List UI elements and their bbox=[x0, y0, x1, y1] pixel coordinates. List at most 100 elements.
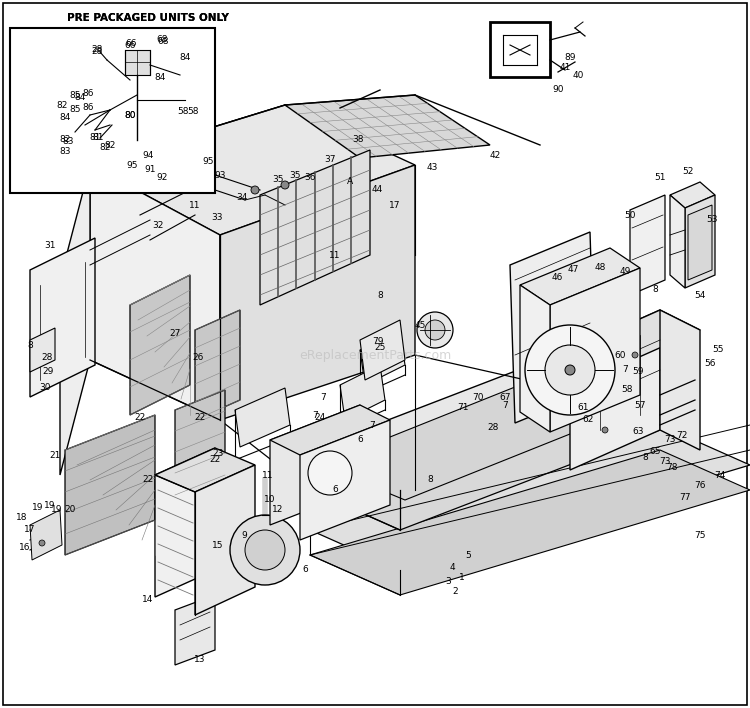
Text: 17: 17 bbox=[24, 525, 36, 535]
Text: 8: 8 bbox=[27, 341, 33, 350]
Text: 82: 82 bbox=[99, 144, 111, 152]
Polygon shape bbox=[310, 350, 660, 490]
Polygon shape bbox=[360, 320, 405, 380]
Text: 12: 12 bbox=[272, 506, 284, 515]
Text: 82: 82 bbox=[56, 101, 68, 110]
Circle shape bbox=[245, 530, 285, 570]
Polygon shape bbox=[300, 420, 390, 540]
Text: 20: 20 bbox=[64, 506, 76, 515]
Text: 68: 68 bbox=[158, 38, 169, 47]
Polygon shape bbox=[65, 415, 155, 555]
Text: 48: 48 bbox=[594, 263, 606, 273]
Text: 58: 58 bbox=[621, 385, 633, 394]
Text: 50: 50 bbox=[624, 210, 636, 219]
Circle shape bbox=[602, 357, 608, 363]
Text: 54: 54 bbox=[694, 290, 706, 299]
Text: 70: 70 bbox=[472, 394, 484, 403]
Text: 11: 11 bbox=[189, 200, 201, 210]
Text: 58: 58 bbox=[188, 108, 199, 117]
Text: 19: 19 bbox=[44, 501, 56, 510]
Text: A: A bbox=[347, 178, 353, 186]
Text: 94: 94 bbox=[142, 151, 154, 159]
Text: 43: 43 bbox=[426, 164, 438, 173]
Text: 28: 28 bbox=[488, 423, 499, 433]
Text: 7: 7 bbox=[622, 365, 628, 375]
Text: 57: 57 bbox=[634, 401, 646, 409]
Polygon shape bbox=[670, 182, 715, 208]
Polygon shape bbox=[570, 310, 700, 370]
Text: 66: 66 bbox=[124, 40, 136, 50]
Polygon shape bbox=[270, 405, 390, 455]
Text: 46: 46 bbox=[551, 273, 562, 282]
Text: 85: 85 bbox=[69, 91, 81, 100]
Text: 6: 6 bbox=[332, 486, 338, 494]
Polygon shape bbox=[60, 165, 90, 475]
Text: 56: 56 bbox=[704, 358, 716, 367]
Text: 63: 63 bbox=[632, 428, 644, 437]
Text: 14: 14 bbox=[142, 595, 154, 605]
Text: 81: 81 bbox=[89, 134, 101, 142]
Text: 34: 34 bbox=[236, 193, 248, 202]
Polygon shape bbox=[630, 195, 665, 295]
Text: 2: 2 bbox=[452, 588, 458, 597]
Text: 15: 15 bbox=[212, 540, 223, 549]
Polygon shape bbox=[155, 448, 215, 597]
Text: 10: 10 bbox=[264, 496, 276, 505]
Polygon shape bbox=[670, 195, 685, 288]
Circle shape bbox=[230, 515, 300, 585]
Text: 40: 40 bbox=[572, 71, 584, 79]
Text: 80: 80 bbox=[124, 110, 136, 120]
Text: 26: 26 bbox=[192, 353, 204, 362]
Polygon shape bbox=[340, 365, 385, 420]
Text: 68: 68 bbox=[156, 35, 168, 45]
Text: 35: 35 bbox=[290, 171, 301, 180]
Text: 76: 76 bbox=[694, 481, 706, 489]
Polygon shape bbox=[30, 238, 95, 397]
Polygon shape bbox=[310, 450, 750, 595]
Text: 7: 7 bbox=[320, 394, 326, 403]
Polygon shape bbox=[175, 595, 215, 665]
Text: 86: 86 bbox=[82, 103, 94, 113]
Polygon shape bbox=[688, 205, 712, 280]
Text: 42: 42 bbox=[489, 151, 501, 159]
Text: 22: 22 bbox=[194, 413, 206, 423]
Text: 89: 89 bbox=[564, 54, 576, 62]
Text: 23: 23 bbox=[212, 448, 223, 457]
Text: 31: 31 bbox=[44, 241, 56, 249]
Text: 78: 78 bbox=[666, 464, 678, 472]
Polygon shape bbox=[195, 465, 255, 615]
Polygon shape bbox=[520, 285, 550, 432]
Text: 93: 93 bbox=[214, 171, 226, 180]
Text: 3: 3 bbox=[446, 578, 451, 586]
Text: 45: 45 bbox=[414, 321, 426, 329]
Text: 84: 84 bbox=[59, 113, 70, 122]
Text: 55: 55 bbox=[712, 346, 724, 355]
Text: 79: 79 bbox=[372, 338, 384, 346]
Text: 19: 19 bbox=[51, 506, 63, 515]
Text: 92: 92 bbox=[156, 173, 168, 183]
Polygon shape bbox=[660, 310, 700, 450]
Circle shape bbox=[425, 320, 445, 340]
Text: 85: 85 bbox=[69, 105, 81, 115]
Text: 22: 22 bbox=[209, 455, 220, 464]
Text: 5: 5 bbox=[465, 551, 471, 559]
Polygon shape bbox=[285, 95, 490, 158]
Text: 51: 51 bbox=[654, 173, 666, 183]
Polygon shape bbox=[155, 448, 255, 492]
Text: 24: 24 bbox=[314, 413, 326, 423]
Text: 49: 49 bbox=[620, 268, 631, 277]
Polygon shape bbox=[30, 510, 62, 560]
Text: 1: 1 bbox=[459, 573, 465, 583]
Polygon shape bbox=[235, 388, 290, 447]
Circle shape bbox=[565, 365, 575, 375]
Polygon shape bbox=[570, 310, 660, 470]
Text: 11: 11 bbox=[262, 471, 274, 479]
Text: 7: 7 bbox=[312, 411, 318, 420]
Text: 9: 9 bbox=[242, 530, 247, 539]
Text: 81: 81 bbox=[92, 134, 104, 142]
Circle shape bbox=[417, 312, 453, 348]
Text: 73: 73 bbox=[664, 435, 676, 445]
Text: 91: 91 bbox=[144, 166, 156, 174]
Polygon shape bbox=[90, 105, 285, 280]
Text: 95: 95 bbox=[202, 157, 214, 166]
